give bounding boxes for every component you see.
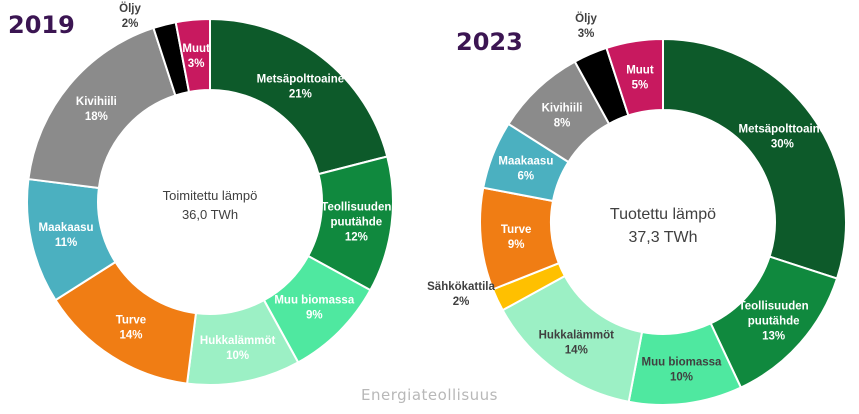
slice-label-sahkokattila: Sähkökattila 2% [427,281,495,308]
center-label-title: Tuotettu lämpö [610,206,716,223]
chart-year-title: 2023 [456,28,523,56]
slice-label-teollisuuden-puutahde: Teollisuuden puutähde 12% [321,201,391,243]
slice-metsapolttoaine [209,17,389,176]
center-label-title: Toimitettu lämpö [163,188,258,203]
slice-label-kivihiili: Kivihiili 18% [76,96,117,123]
slice-label-turve: Turve 14% [116,315,146,342]
slice-label-oljy: Öljy 2% [119,2,141,30]
slice-label-muut: Muut 3% [182,43,210,70]
slice-label-metsapolttoaine: Metsäpolttoaine 30% [739,123,827,150]
slice-label-hukkalammot: Hukkalämmöt 10% [200,335,276,362]
slice-label-kivihiili: Kivihiili 8% [542,102,583,129]
slice-label-oljy: Öljy 3% [575,12,597,40]
slice-label-muu-biomassa: Muu biomassa 10% [642,356,722,383]
slice-muut [605,37,664,117]
slice-metsapolttoaine [662,37,847,280]
slice-muut [174,17,211,94]
donut-chart-2019: 2019 Metsäpolttoaine 21% Teollisuuden puutäh… [8,2,394,386]
slice-label-maakaasu: Maakaasu 11% [39,222,94,249]
slice-label-teollisuuden-puutahde: Teollisuuden puutähde 13% [739,301,809,343]
slice-label-maakaasu: Maakaasu 6% [498,156,553,183]
donut-chart-2023: 2023 Metsäpolttoaine 30% Teollisuuden puutäh… [427,12,847,406]
slice-label-muut: Muut 5% [626,64,654,91]
chart-year-title: 2019 [8,11,75,39]
slice-label-hukkalammot: Hukkalämmöt 14% [539,329,615,356]
center-label-value: 37,3 TWh [628,229,697,246]
center-label-value: 36,0 TWh [182,207,238,222]
slice-label-turve: Turve 9% [501,224,531,251]
slice-label-metsapolttoaine: Metsäpolttoaine 21% [257,73,345,100]
brand-watermark: Energiateollisuus [361,386,498,404]
slice-label-muu-biomassa: Muu biomassa 9% [274,294,354,321]
